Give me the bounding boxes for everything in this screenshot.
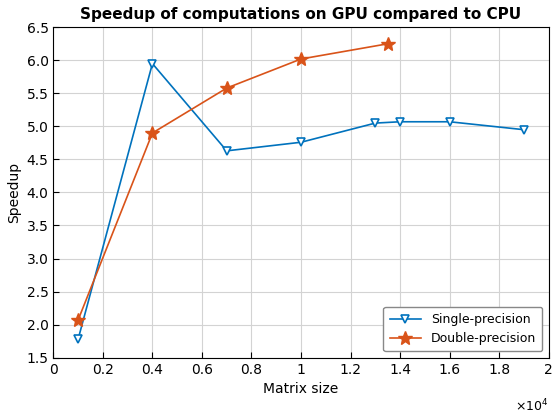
- Line: Double-precision: Double-precision: [71, 37, 395, 327]
- Double-precision: [149, 131, 156, 136]
- Single-precision: [149, 61, 156, 66]
- Text: $\times10^4$: $\times10^4$: [515, 397, 549, 414]
- Y-axis label: Speedup: Speedup: [7, 162, 21, 223]
- Single-precision: [521, 127, 528, 132]
- Single-precision: [396, 119, 403, 124]
- Single-precision: [298, 140, 305, 145]
- Single-precision: [446, 119, 453, 124]
- Single-precision: [372, 121, 379, 126]
- Single-precision: [75, 336, 82, 341]
- Line: Single-precision: Single-precision: [74, 60, 528, 343]
- Double-precision: [223, 86, 230, 91]
- Legend: Single-precision, Double-precision: Single-precision, Double-precision: [384, 307, 543, 352]
- Single-precision: [223, 148, 230, 153]
- Double-precision: [384, 41, 391, 46]
- Double-precision: [298, 56, 305, 61]
- Title: Speedup of computations on GPU compared to CPU: Speedup of computations on GPU compared …: [81, 7, 521, 22]
- Double-precision: [75, 318, 82, 323]
- X-axis label: Matrix size: Matrix size: [263, 382, 339, 396]
